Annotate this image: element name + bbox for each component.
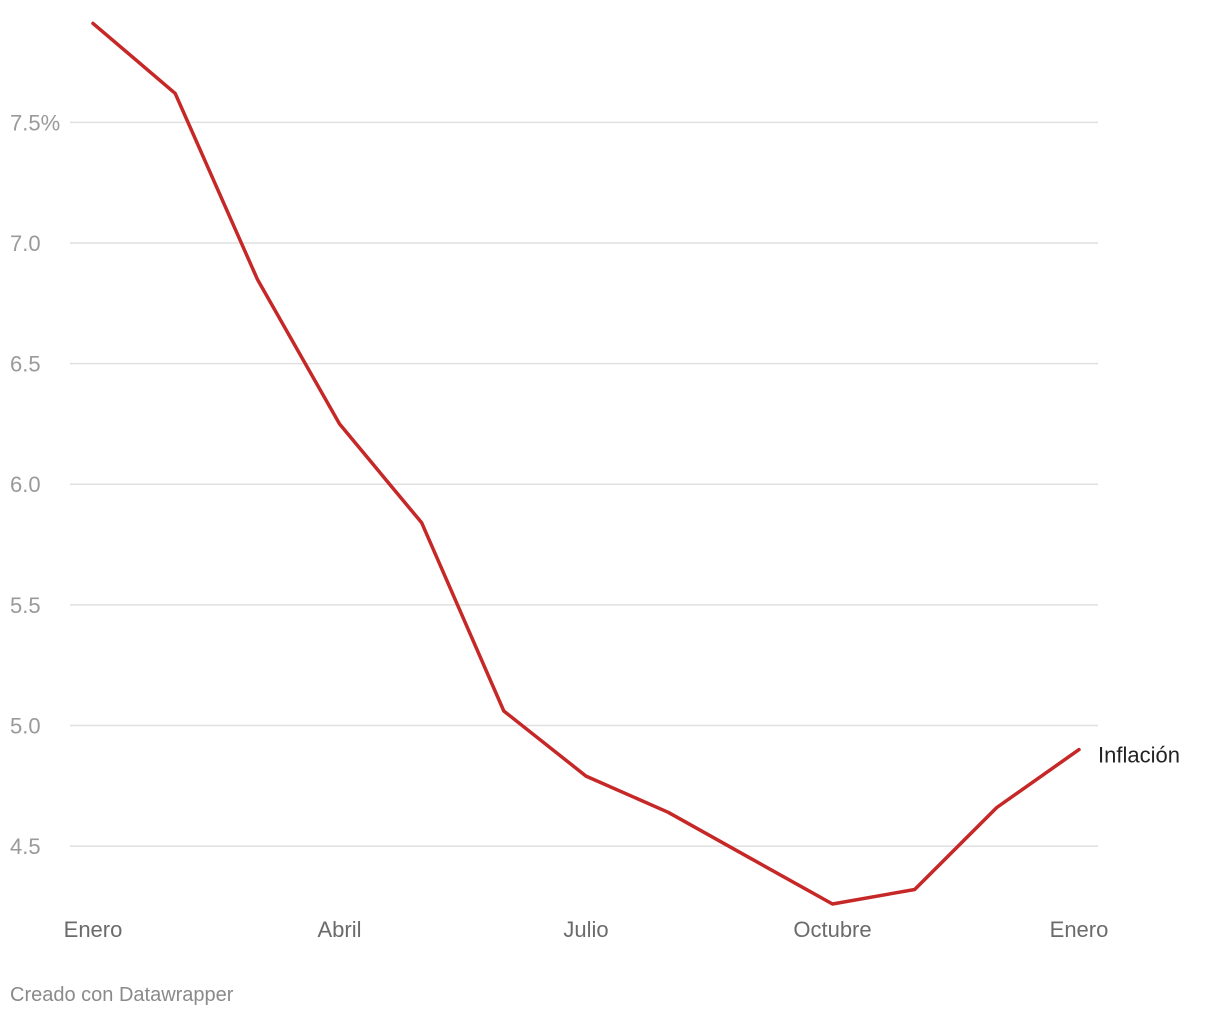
y-tick-label: 7.0 [10,231,41,256]
y-axis-ticks: 7.5% 7.0 6.5 6.0 5.5 5.0 4.5 [10,110,60,859]
series-labels: Inflación [1098,743,1180,768]
x-tick-label: Abril [317,917,361,942]
credit-text: Creado con Datawrapper [10,984,234,1006]
x-tick-label: Enero [64,917,123,942]
series-lines [91,21,1081,906]
x-tick-label: Octubre [793,917,871,942]
y-tick-label: 7.5% [10,110,60,135]
line-chart: 7.5% 7.0 6.5 6.0 5.5 5.0 4.5 Enero Abril Julio Oc… [10,21,1180,942]
x-axis-ticks: Enero Abril Julio Octubre Enero [64,917,1109,942]
y-tick-label: 6.5 [10,352,41,377]
series-line-inflacion [91,21,1081,906]
gridlines [70,121,1098,847]
y-tick-label: 6.0 [10,472,41,497]
x-tick-label: Julio [563,917,608,942]
y-tick-label: 5.0 [10,713,41,738]
series-label: Inflación [1098,743,1180,768]
y-tick-label: 5.5 [10,593,41,618]
y-tick-label: 4.5 [10,834,41,859]
x-tick-label: Enero [1050,917,1109,942]
